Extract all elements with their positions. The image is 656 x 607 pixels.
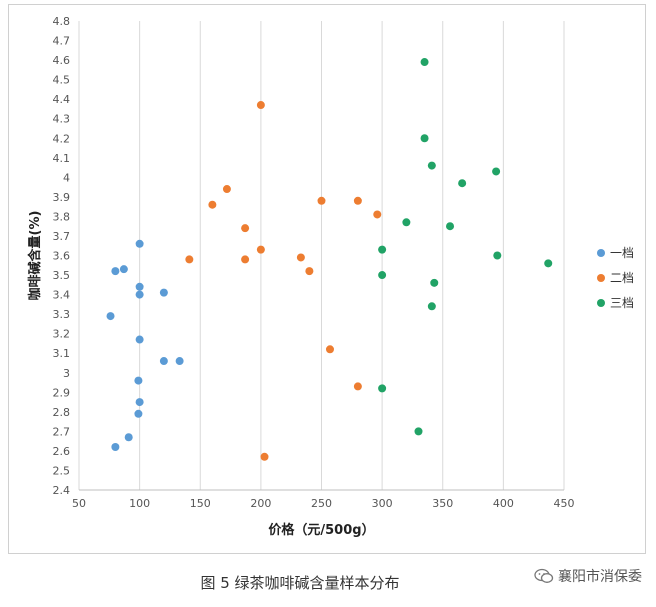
y-tick-label: 3 (63, 367, 70, 380)
data-point-series-3 (492, 167, 501, 176)
data-point-series-2 (353, 382, 362, 391)
data-point-series-3 (378, 271, 387, 280)
y-tick-label: 4.4 (53, 93, 71, 106)
x-tick-label: 300 (372, 497, 393, 510)
data-point-series-2 (185, 255, 194, 264)
x-tick-label: 400 (493, 497, 514, 510)
y-tick-label: 4.2 (53, 132, 71, 145)
data-point-series-2 (373, 210, 382, 219)
data-point-series-1 (111, 443, 120, 452)
legend-marker-1 (597, 249, 605, 257)
wechat-icon (534, 568, 554, 583)
y-tick-label: 3.9 (53, 191, 71, 204)
data-point-series-1 (175, 357, 184, 366)
legend-label-3: 三档 (610, 296, 634, 310)
data-point-series-3 (430, 278, 439, 287)
data-point-series-2 (208, 200, 217, 209)
data-point-series-3 (378, 384, 387, 393)
data-point-series-1 (135, 290, 144, 299)
y-tick-label: 4 (63, 171, 70, 184)
data-point-series-2 (296, 253, 305, 262)
x-tick-label: 50 (72, 497, 86, 510)
y-tick-label: 4.7 (53, 35, 71, 48)
watermark: 襄阳市消保委 (534, 566, 642, 586)
data-point-series-3 (414, 427, 423, 436)
y-tick-label: 4.5 (53, 74, 71, 87)
data-point-series-1 (135, 282, 144, 291)
figure-caption: 图 5 绿茶咖啡碱含量样本分布 (200, 574, 400, 592)
y-tick-label: 4.1 (53, 152, 71, 165)
y-tick-label: 3.3 (53, 308, 71, 321)
data-point-series-2 (325, 345, 334, 354)
y-axis-ticks: 2.4 2.5 2.6 2.7 2.8 2.9 3 3.1 3.2 3.3 3.4 3.5 3.6 3.7… (53, 15, 71, 497)
x-tick-label: 250 (311, 497, 332, 510)
x-tick-label: 450 (554, 497, 575, 510)
data-point-series-3 (420, 58, 429, 67)
data-point-series-3 (544, 259, 553, 268)
data-points (106, 58, 553, 461)
y-tick-label: 3.5 (53, 269, 71, 282)
data-point-series-2 (260, 452, 269, 461)
watermark-text: 襄阳市消保委 (558, 569, 642, 585)
data-point-series-3 (420, 134, 429, 143)
scatter-chart: 2.4 2.5 2.6 2.7 2.8 2.9 3 3.1 3.2 3.3 3.4 3.5 3.6 3.7… (27, 15, 634, 538)
y-tick-label: 4.8 (53, 15, 71, 28)
x-tick-label: 350 (432, 497, 453, 510)
data-point-series-1 (135, 398, 144, 407)
data-point-series-3 (446, 222, 455, 231)
legend-marker-2 (597, 274, 605, 282)
data-point-series-3 (458, 179, 467, 188)
data-point-series-1 (124, 433, 133, 442)
data-point-series-2 (305, 267, 314, 276)
data-point-series-1 (134, 409, 143, 418)
legend-label-2: 二档 (610, 271, 634, 285)
x-tick-label: 150 (190, 497, 211, 510)
data-point-series-2 (222, 185, 231, 194)
legend-marker-3 (597, 299, 605, 307)
data-point-series-2 (353, 196, 362, 205)
data-point-series-3 (378, 245, 387, 254)
legend-label-1: 一档 (610, 246, 634, 260)
y-tick-label: 2.9 (53, 386, 71, 399)
x-tick-label: 100 (129, 497, 150, 510)
data-point-series-1 (135, 239, 144, 248)
data-point-series-3 (493, 251, 502, 260)
data-point-series-2 (256, 245, 265, 254)
y-axis-title: 咖啡碱含量(%) (27, 211, 43, 301)
y-tick-label: 3.4 (53, 289, 71, 302)
data-point-series-2 (241, 224, 250, 233)
y-tick-label: 3.7 (53, 230, 71, 243)
data-point-series-2 (256, 101, 265, 110)
grid-lines (78, 21, 565, 490)
data-point-series-1 (159, 288, 168, 297)
x-axis-title: 价格（元/500g） (268, 522, 374, 538)
y-tick-label: 3.8 (53, 210, 71, 223)
y-tick-label: 4.6 (53, 54, 71, 67)
y-tick-label: 3.2 (53, 328, 71, 341)
y-tick-label: 2.6 (53, 445, 71, 458)
y-tick-label: 2.4 (53, 484, 71, 497)
data-point-series-3 (402, 218, 411, 227)
x-axis-ticks: 50 100 150 200 250 300 350 400 450 (72, 497, 575, 510)
data-point-series-1 (111, 267, 120, 276)
y-tick-label: 2.5 (53, 464, 71, 477)
y-tick-label: 3.1 (53, 347, 71, 360)
y-tick-label: 2.8 (53, 406, 71, 419)
y-tick-label: 3.6 (53, 250, 71, 263)
data-point-series-1 (119, 265, 128, 274)
data-point-series-2 (317, 196, 326, 205)
data-point-series-1 (135, 335, 144, 344)
x-tick-label: 200 (250, 497, 271, 510)
data-point-series-3 (427, 302, 436, 311)
data-point-series-1 (134, 376, 143, 385)
chart-frame: 2.4 2.5 2.6 2.7 2.8 2.9 3 3.1 3.2 3.3 3.4 3.5 3.6 3.7… (8, 4, 646, 554)
y-tick-label: 2.7 (53, 425, 71, 438)
data-point-series-1 (159, 357, 168, 366)
y-tick-label: 4.3 (53, 113, 71, 126)
data-point-series-1 (106, 312, 115, 321)
data-point-series-2 (241, 255, 250, 264)
data-point-series-3 (427, 161, 436, 170)
